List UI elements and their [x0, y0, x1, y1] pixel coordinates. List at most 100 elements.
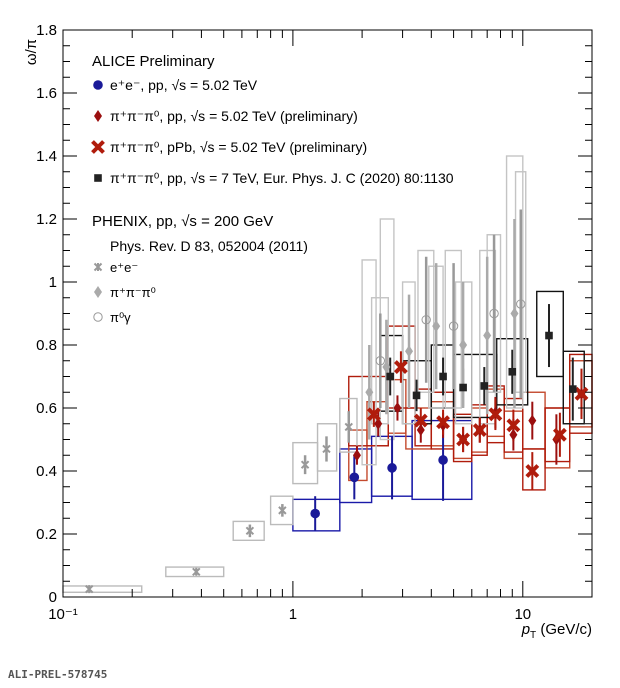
ppb502-marker-7-stroke [506, 418, 521, 433]
x-tick-label: 1 [289, 606, 297, 623]
y-tick-label: 1.6 [36, 85, 57, 102]
ppb502-marker-5-stroke [472, 423, 487, 437]
phx_ee-marker-2 [245, 526, 255, 536]
data-markers [84, 299, 589, 594]
phx_ee-marker-1 [192, 567, 201, 577]
ppb502-marker-10-stroke [574, 386, 589, 401]
phx_ee-sys-box-2 [232, 520, 265, 542]
phx_3pi-marker-5 [483, 329, 492, 342]
axis-ticks: 0 0.2 0.4 0.6 0.8 1 1.2 1.4 1.6 1.8 10⁻¹ 1 10 [36, 22, 593, 623]
pp7-marker-4 [480, 382, 489, 390]
phx_ee-marker-0-stroke [84, 584, 94, 594]
phenix-legend-header: PHENIX, pp, √s = 200 GeV [92, 213, 273, 230]
phx_ee-marker-3 [278, 506, 287, 515]
pp7-marker-5 [508, 367, 517, 376]
ppb502-marker-1 [393, 360, 408, 374]
y-tick-label: 0.6 [36, 400, 57, 417]
y-tick-label: 0.4 [36, 463, 57, 480]
phx_pig-marker-0 [375, 356, 386, 366]
phx_ee-sys-box-0 [62, 585, 143, 593]
ppb502-marker-8 [525, 464, 540, 478]
phx_3pi-marker-3 [432, 320, 441, 333]
legend-label-phx_ee: e⁺e⁻ [110, 260, 138, 275]
legend-marker-pp7 [94, 174, 102, 182]
ppb502-marker-6 [488, 407, 503, 422]
pp7-sys-box-5 [495, 338, 529, 406]
ppb502-marker-2 [413, 413, 428, 428]
phx_ee-sys-box-6 [339, 397, 358, 453]
phx_pig-marker-3 [489, 308, 499, 319]
y-tick-label: 1.4 [36, 148, 57, 165]
pp502-marker-2 [393, 402, 402, 414]
ee502-marker-0 [310, 508, 320, 519]
ppb502-sys-box-9 [544, 407, 571, 463]
y-tick-label: 0.8 [36, 337, 57, 354]
pp502-marker-3 [416, 424, 425, 437]
phenix-reference: Phys. Rev. D 83, 052004 (2011) [110, 238, 308, 254]
ppb502-marker-3-stroke [436, 415, 450, 430]
legend-label-phx_pig: π⁰γ [110, 310, 131, 325]
pp7-marker-3 [459, 383, 467, 392]
legend-marker-ppb502-stroke [91, 140, 105, 154]
pp502-marker-1 [374, 417, 383, 430]
pp7-marker-1 [412, 391, 421, 400]
legend-label-phx_3pi: π⁺π⁻π⁰ [110, 285, 156, 300]
ppb502-marker-6-stroke [488, 407, 503, 422]
ppb502-marker-9-stroke [552, 427, 567, 442]
phx_3pi-marker-1 [382, 361, 391, 374]
phx_3pi-sys-box-2 [401, 281, 416, 425]
phx_ee-marker-4 [300, 460, 310, 469]
ppb502-marker-7 [506, 418, 521, 433]
legend-marker-ee502 [93, 80, 103, 90]
y-tick-label: 0.2 [36, 526, 57, 543]
y-tick-label: 1.8 [36, 22, 57, 39]
ee502-marker-3 [438, 455, 448, 465]
phx_ee-sys-box-5 [316, 423, 338, 472]
x-tick-label: 10 [514, 606, 531, 623]
pp502-marker-8 [509, 428, 518, 441]
ppb502-marker-8-stroke [525, 464, 540, 478]
ppb502-marker-1-stroke [393, 360, 408, 374]
phx_3pi-marker-0 [365, 386, 374, 399]
ee502-marker-2 [387, 463, 397, 473]
ppb502-marker-5 [472, 423, 487, 437]
legend-label-ppb502: π⁺π⁻π⁰, pPb, √s = 5.02 TeV (preliminary) [110, 139, 367, 155]
phx_pig-sys-box-1 [417, 249, 435, 393]
ppb502-marker-9 [552, 427, 567, 442]
ppb502-marker-0 [366, 407, 381, 422]
phx_ee-marker-0 [84, 584, 94, 594]
ppb502-marker-10 [574, 386, 589, 401]
phx_ee-marker-4-stroke [300, 460, 310, 469]
ppb502-sys-box-8 [522, 448, 546, 491]
phx_ee-marker-3-stroke [278, 506, 287, 515]
pp502-marker-9 [528, 414, 537, 427]
legend-marker-phx_3pi [94, 286, 102, 298]
pp7-marker-2 [439, 372, 447, 381]
y-axis-label: ω/π [23, 39, 40, 65]
phx_ee-marker-5 [322, 444, 331, 454]
ppb502-marker-4-stroke [456, 432, 471, 447]
legend-label-ee502: e⁺e⁻, pp, √s = 5.02 TeV [110, 77, 258, 93]
phx_pig-sys-box-2 [444, 249, 462, 409]
legend-entries: e⁺e⁻, pp, √s = 5.02 TeV π⁺π⁻π⁰, pp, √s = … [91, 77, 454, 325]
pp7-marker-7 [568, 385, 577, 393]
statistical-error-bars [87, 209, 583, 591]
pp502-marker-0 [352, 449, 361, 462]
legend-marker-phx_ee [93, 262, 103, 272]
footer-label: ALI-PREL-578745 [8, 668, 108, 681]
ee502-marker-1 [349, 472, 360, 483]
y-tick-label: 1 [49, 274, 57, 291]
phx_3pi-marker-2 [405, 345, 414, 358]
legend-label-pp502: π⁺π⁻π⁰, pp, √s = 5.02 TeV (preliminary) [110, 108, 358, 124]
pp7-sys-box-6 [536, 290, 564, 378]
phx_pig-marker-2 [448, 321, 459, 331]
ppb502-marker-4 [456, 432, 471, 447]
phx_ee-marker-2-stroke [245, 526, 255, 536]
alice-legend-header: ALICE Preliminary [92, 53, 215, 70]
phx_ee-sys-box-1 [165, 566, 225, 578]
phx_ee-marker-6 [344, 422, 353, 432]
x-axis-label: pT (GeV/c) [521, 621, 592, 641]
legend-marker-phx_pig [93, 312, 103, 322]
pp7-sys-box-7 [562, 350, 585, 425]
